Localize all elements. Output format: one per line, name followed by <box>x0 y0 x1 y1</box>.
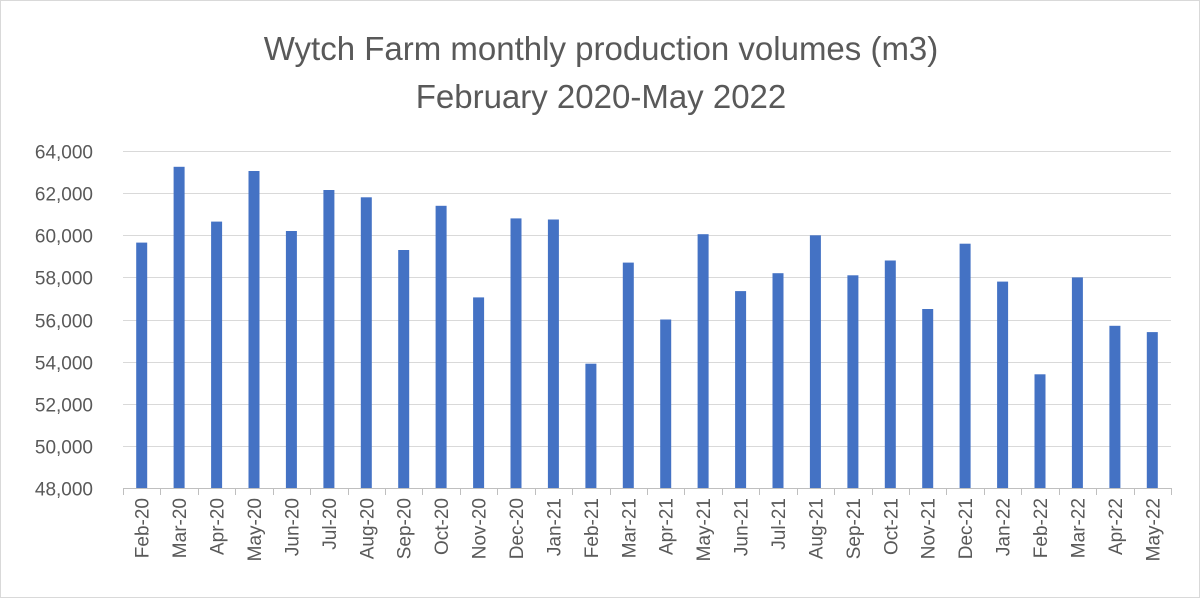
y-tick-label: 58,000 <box>35 269 93 290</box>
x-tick-label: Feb-21 <box>582 498 603 558</box>
bar <box>997 281 1009 488</box>
bar <box>211 221 223 488</box>
x-tick-label: May-22 <box>1143 498 1164 561</box>
y-tick-labels: 48,000 50,000 52,000 54,000 56,000 58,000 60,0… <box>35 143 93 501</box>
y-tick-label: 48,000 <box>35 480 93 501</box>
bar <box>510 218 522 488</box>
x-tick-label: Jun-20 <box>282 498 303 556</box>
x-tick-label: Jun-21 <box>732 498 753 556</box>
bar <box>959 243 971 488</box>
x-tick-label: Apr-20 <box>208 498 229 555</box>
x-tick-label: Apr-22 <box>1106 498 1127 555</box>
x-tick-label: Feb-20 <box>133 498 154 558</box>
bars <box>136 166 1158 489</box>
bar <box>360 197 372 489</box>
x-tick-label: Mar-21 <box>619 498 640 558</box>
x-tick-label: Jul-21 <box>769 498 790 550</box>
bar <box>285 231 297 488</box>
y-tick-label: 52,000 <box>35 396 93 417</box>
bar <box>809 235 821 489</box>
bar <box>323 190 335 488</box>
chart-title: Wytch Farm monthly production volumes (m… <box>263 30 939 67</box>
gridlines <box>123 151 1171 447</box>
bar <box>660 319 672 488</box>
bar <box>847 275 859 488</box>
bar <box>435 205 447 489</box>
bar <box>772 273 784 488</box>
x-tick-label: Nov-20 <box>470 498 491 559</box>
x-tick-label: Aug-20 <box>357 498 378 559</box>
bar <box>248 171 260 488</box>
x-axis <box>123 488 1172 495</box>
x-tick-label: Nov-21 <box>919 498 940 559</box>
y-tick-label: 54,000 <box>35 354 93 375</box>
bar <box>398 250 410 488</box>
bar <box>1034 374 1046 488</box>
y-tick-label: 64,000 <box>35 143 93 164</box>
y-tick-label: 56,000 <box>35 312 93 333</box>
x-tick-label: Mar-22 <box>1068 498 1089 558</box>
x-tick-label: May-21 <box>694 498 715 561</box>
y-tick-label: 62,000 <box>35 185 93 206</box>
chart-title-block: Wytch Farm monthly production volumes (m… <box>1 25 1200 121</box>
bar <box>1071 277 1083 488</box>
y-tick-label: 60,000 <box>35 227 93 248</box>
x-tick-label: Aug-21 <box>806 498 827 559</box>
x-tick-label: Oct-20 <box>432 498 453 555</box>
x-tick-label: Apr-21 <box>657 498 678 555</box>
y-tick-label: 50,000 <box>35 438 93 459</box>
bar <box>136 242 148 488</box>
bar <box>547 219 559 488</box>
bar <box>697 234 709 488</box>
x-tick-label: May-20 <box>245 498 266 561</box>
bar <box>473 297 485 488</box>
x-tick-label: Feb-22 <box>1031 498 1052 558</box>
bar <box>585 363 597 488</box>
chart-subtitle: February 2020-May 2022 <box>415 78 787 115</box>
x-tick-label: Sep-21 <box>844 498 865 559</box>
x-tick-label: Sep-20 <box>395 498 416 559</box>
bar <box>735 291 747 488</box>
x-tick-label: Mar-20 <box>170 498 191 558</box>
x-tick-label: Jan-22 <box>994 498 1015 556</box>
bar <box>1109 325 1121 488</box>
bar <box>622 262 634 488</box>
x-tick-label: Oct-21 <box>881 498 902 555</box>
bar <box>922 309 934 488</box>
x-tick-label: Jan-21 <box>544 498 565 556</box>
x-tick-label: Dec-21 <box>956 498 977 559</box>
x-tick-label: Jul-20 <box>320 498 341 550</box>
x-tick-labels: Feb-20 Mar-20 Apr-20 May-20 Jun-20 Jul-20 Aug-… <box>133 498 1165 561</box>
bar <box>173 166 185 489</box>
x-tick-label: Dec-20 <box>507 498 528 559</box>
bar <box>884 260 896 488</box>
bar <box>1146 332 1158 488</box>
